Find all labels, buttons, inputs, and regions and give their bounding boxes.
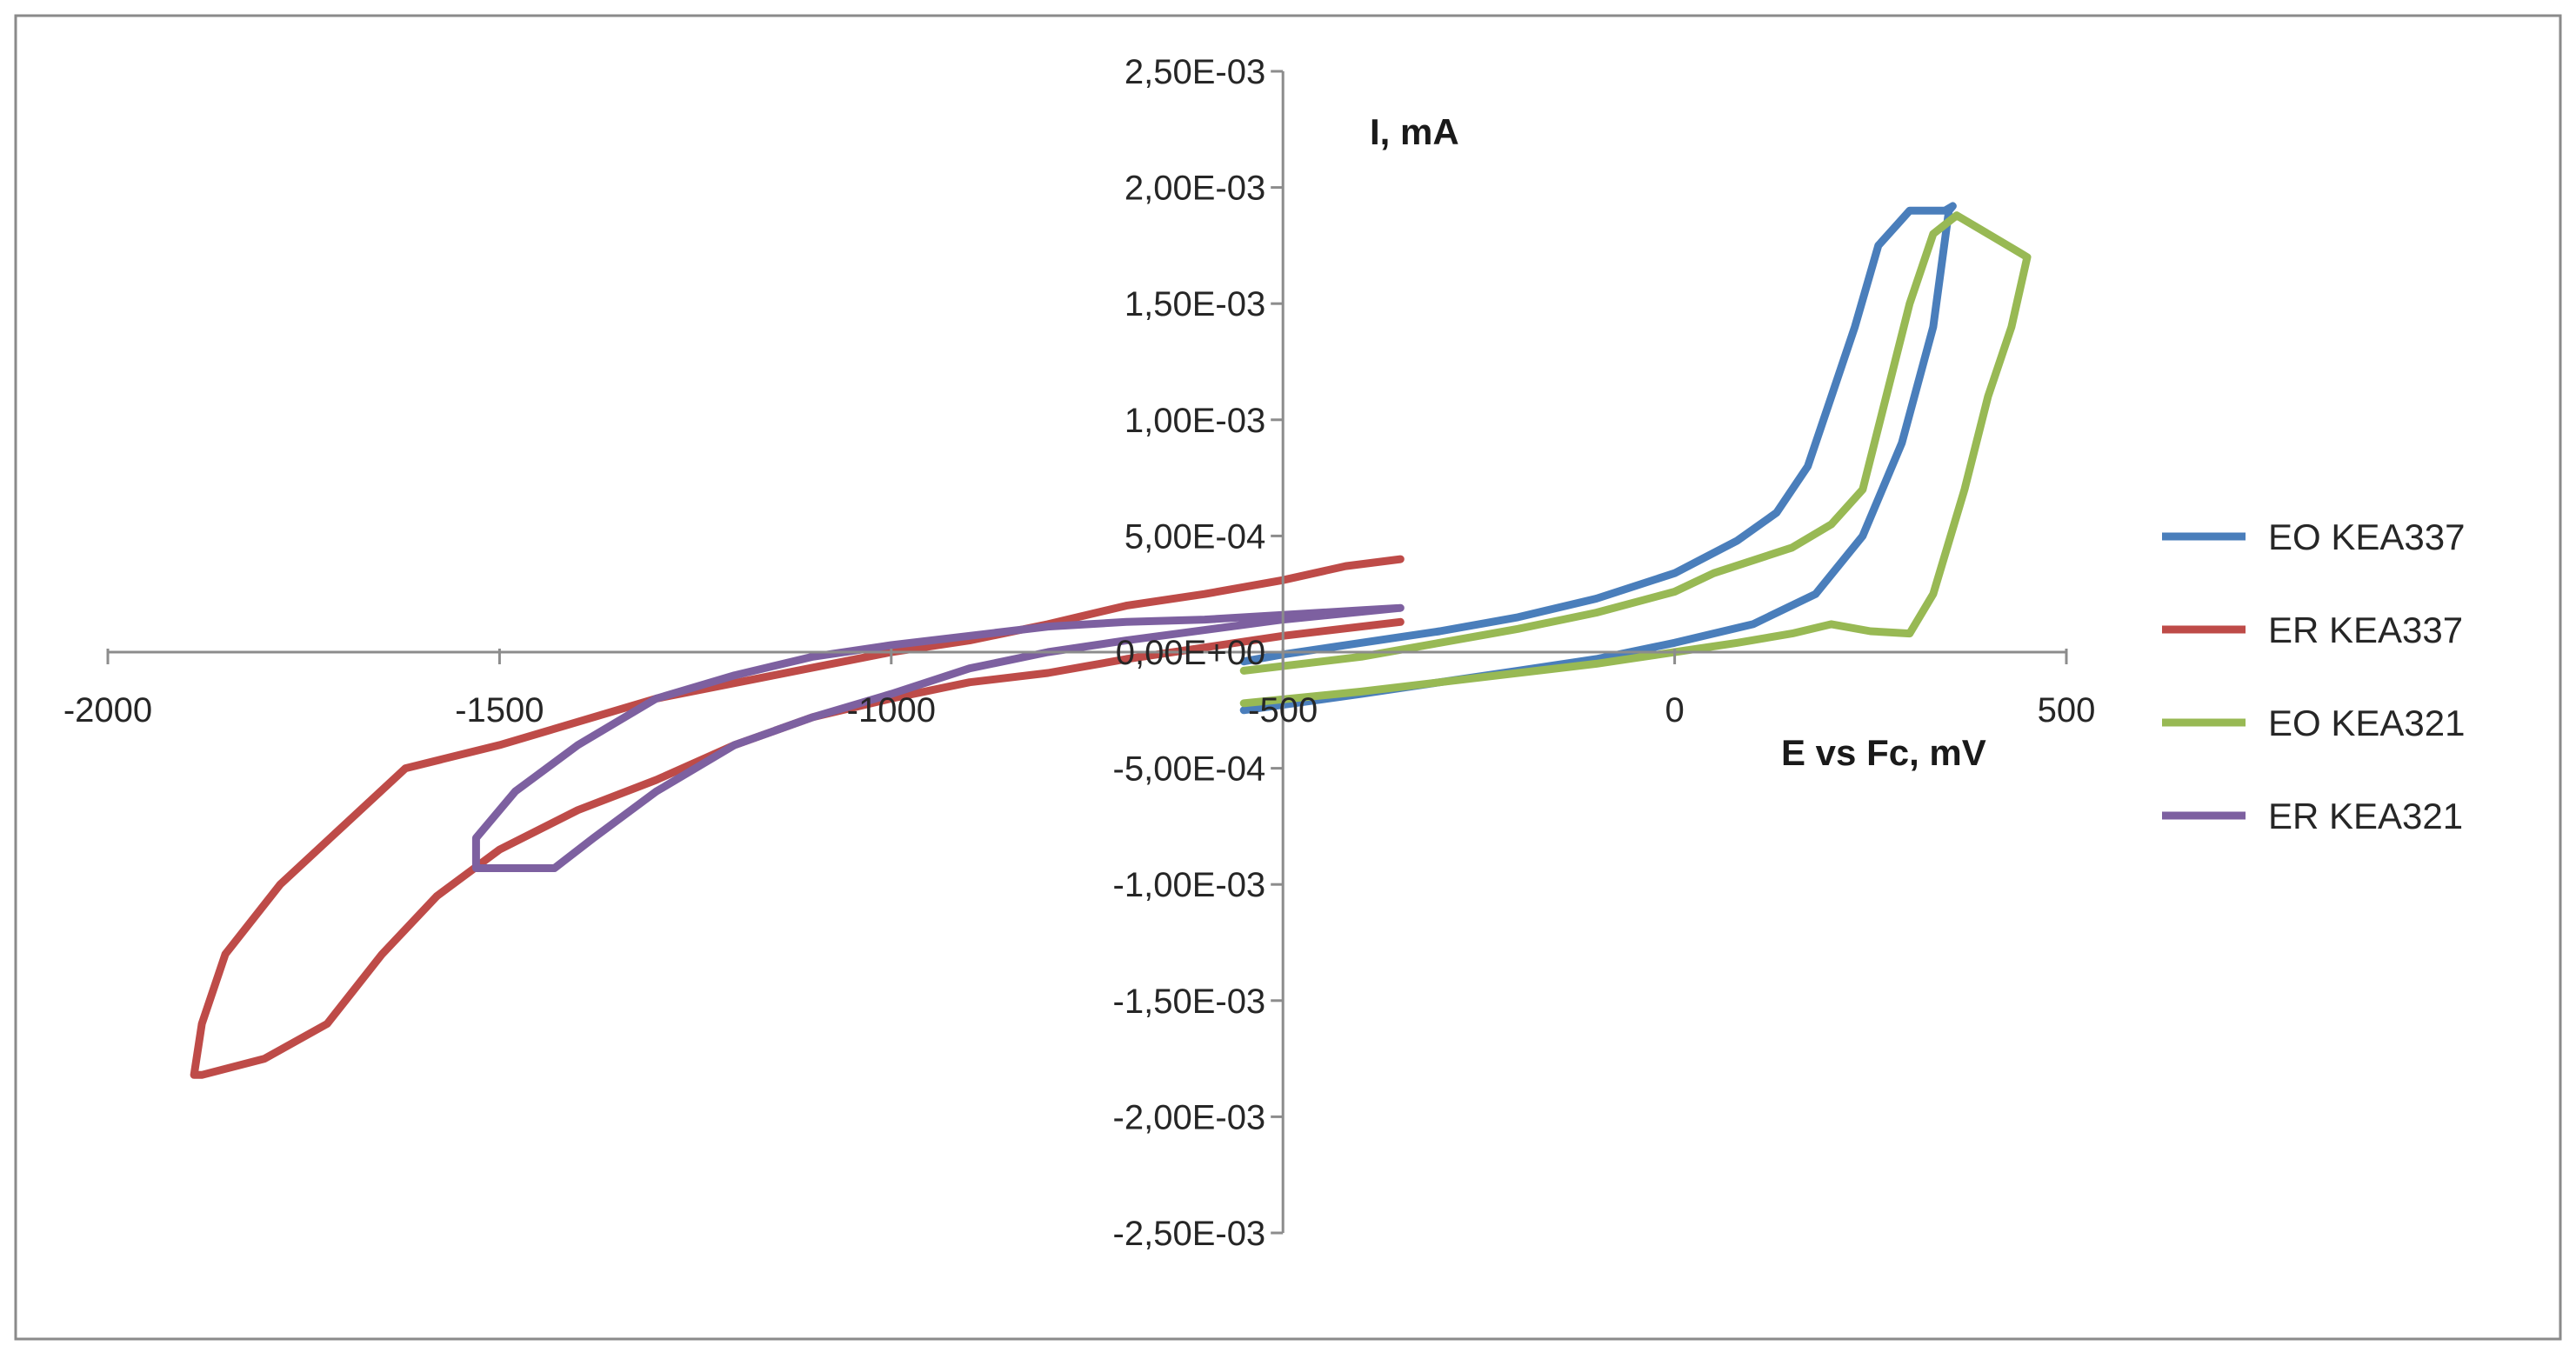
legend-item-er-kea337: ER KEA337 <box>2162 610 2463 650</box>
x-tick-label: -500 <box>1248 691 1318 729</box>
y-tick-label: 0,00E+00 <box>1116 634 1265 672</box>
x-ticks: -2000 -1500 -1000 -500 0 500 <box>63 649 2096 729</box>
x-tick-label: -2000 <box>63 691 152 729</box>
x-tick-label: 0 <box>1665 691 1684 729</box>
legend-label: ER KEA337 <box>2268 610 2463 650</box>
chart-frame <box>14 14 2562 1341</box>
y-ticks: 2,50E-03 2,00E-03 1,50E-03 1,00E-03 5,00E-04… <box>1113 53 1284 1253</box>
legend-label: EO KEA337 <box>2268 516 2465 557</box>
y-axis-title: I, mA <box>1370 111 1459 152</box>
x-tick-label: 500 <box>2038 691 2096 729</box>
y-tick-label: -1,50E-03 <box>1113 983 1266 1021</box>
y-tick-label: 2,00E-03 <box>1124 170 1265 208</box>
series-layer <box>190 202 2032 1079</box>
x-tick-label: -1500 <box>455 691 544 729</box>
legend-label: EO KEA321 <box>2268 703 2465 743</box>
y-tick-label: 1,50E-03 <box>1124 285 1265 323</box>
x-axis-title: E vs Fc, mV <box>1781 732 1986 773</box>
x-tick-label: -1000 <box>847 691 936 729</box>
y-tick-label: 1,00E-03 <box>1124 402 1265 440</box>
y-tick-label: 5,00E-04 <box>1124 517 1265 556</box>
legend-item-eo-kea321: EO KEA321 <box>2162 703 2465 743</box>
legend-item-eo-kea337: EO KEA337 <box>2162 516 2465 557</box>
y-tick-label: -1,00E-03 <box>1113 866 1266 904</box>
legend: EO KEA337 ER KEA337 EO KEA321 ER KEA321 <box>2162 516 2465 836</box>
series-line-er-kea321 <box>471 603 1405 872</box>
series-line-eo-kea321 <box>1239 211 2032 708</box>
y-tick-label: -5,00E-04 <box>1113 750 1266 789</box>
legend-label: ER KEA321 <box>2268 796 2463 836</box>
legend-item-er-kea321: ER KEA321 <box>2162 796 2463 836</box>
y-tick-label: -2,50E-03 <box>1113 1215 1266 1253</box>
y-tick-label: 2,50E-03 <box>1124 53 1265 91</box>
y-tick-label: -2,00E-03 <box>1113 1098 1266 1136</box>
